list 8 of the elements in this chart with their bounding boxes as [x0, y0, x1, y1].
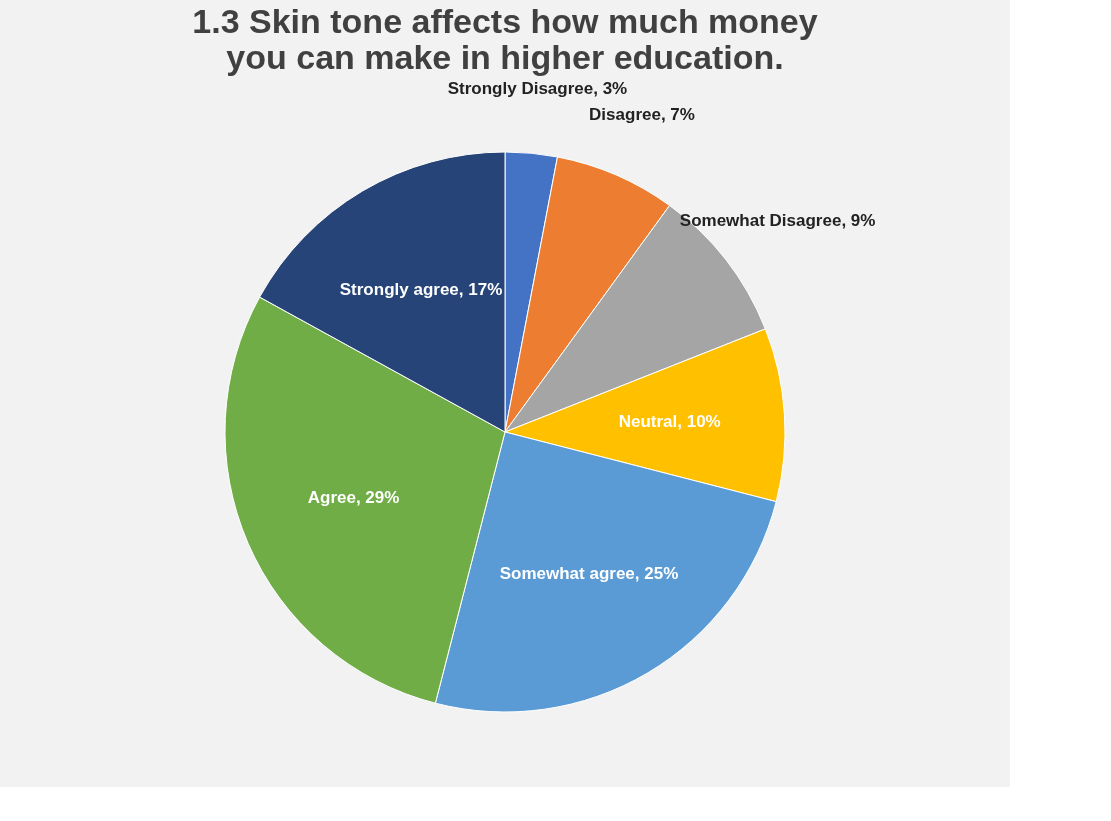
slice-label: Strongly Disagree, 3% [447, 78, 628, 98]
slice-label: Disagree, 7% [589, 105, 695, 125]
slice-label: Agree, 29% [307, 487, 400, 507]
slice-label: Somewhat agree, 25% [499, 564, 679, 584]
chart-title: 1.3 Skin tone affects how much money you can make in higher education. [192, 1, 818, 76]
slice-label: Strongly agree, 17% [339, 279, 503, 299]
slice-label: Somewhat Disagree, 9% [679, 210, 876, 230]
slice-label: Neutral, 10% [618, 411, 721, 431]
